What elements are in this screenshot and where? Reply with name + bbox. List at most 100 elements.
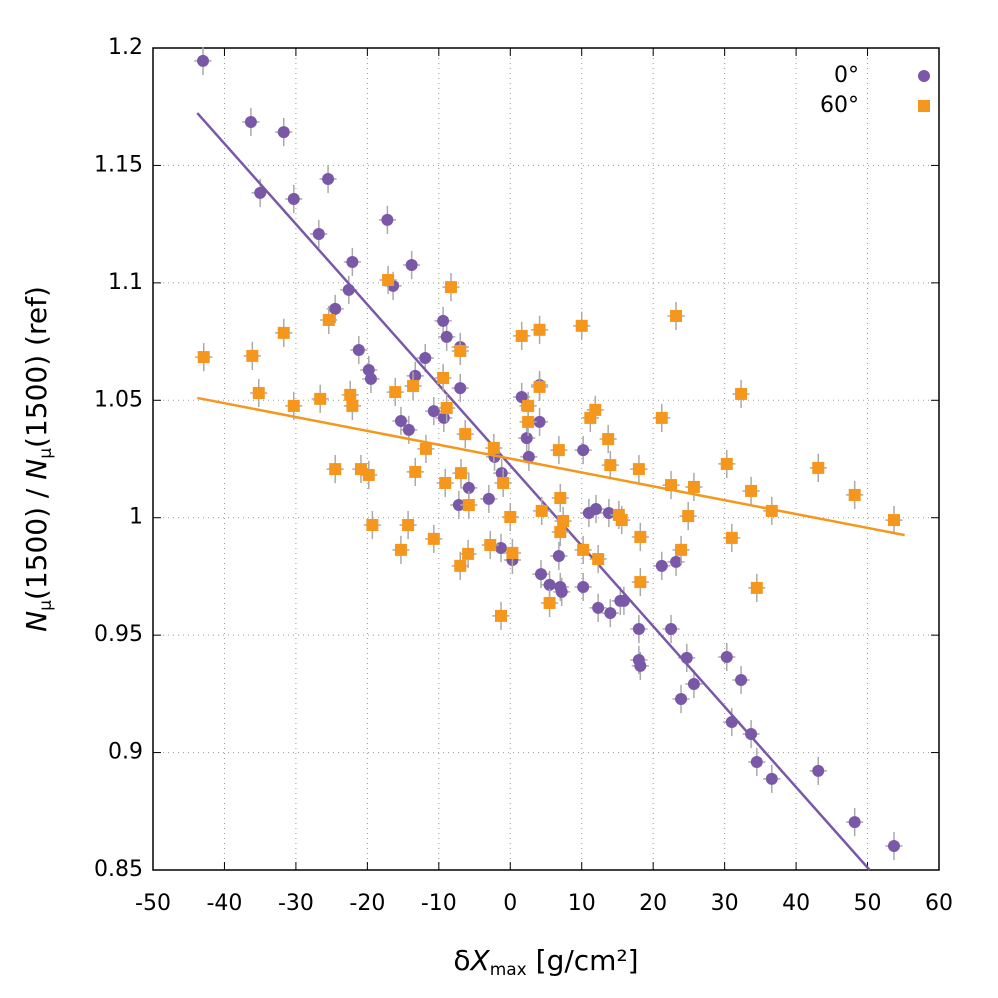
- point: [452, 499, 465, 512]
- point: [735, 674, 748, 687]
- point: [745, 728, 758, 741]
- point: [602, 433, 615, 446]
- y-tick-label: 0.95: [94, 622, 143, 647]
- point: [765, 772, 778, 785]
- y-tick-label: 1.1: [108, 270, 143, 295]
- point: [494, 609, 507, 622]
- point: [322, 313, 335, 326]
- y-tick-label: 1: [129, 505, 143, 530]
- y-tick-label: 1.2: [108, 35, 143, 60]
- point: [575, 319, 588, 332]
- y-label-part: N: [20, 459, 53, 480]
- point: [439, 476, 452, 489]
- point: [557, 515, 570, 528]
- point: [604, 607, 617, 620]
- point: [522, 415, 535, 428]
- point: [735, 387, 748, 400]
- point: [277, 126, 290, 139]
- point: [592, 553, 605, 566]
- y-tick-label: 1.05: [94, 387, 143, 412]
- point: [602, 507, 615, 520]
- point: [437, 371, 450, 384]
- point: [670, 555, 683, 568]
- point: [462, 499, 475, 512]
- point: [381, 213, 394, 226]
- point: [533, 380, 546, 393]
- point: [427, 532, 440, 545]
- point: [632, 623, 645, 636]
- point: [577, 580, 590, 593]
- point: [197, 54, 210, 67]
- point: [409, 369, 422, 382]
- x-tick-label: 50: [854, 891, 882, 916]
- point: [462, 547, 475, 560]
- point: [515, 329, 528, 342]
- point: [634, 530, 647, 543]
- point: [590, 503, 603, 516]
- y-label-part: N: [20, 611, 53, 632]
- point: [577, 543, 590, 556]
- point: [812, 764, 825, 777]
- legend-label: 0°: [834, 63, 859, 88]
- x-tick-label: -40: [206, 891, 242, 916]
- point: [382, 274, 395, 287]
- point: [812, 461, 825, 474]
- x-tick-label: 60: [925, 891, 953, 916]
- point: [632, 463, 645, 476]
- point: [543, 596, 556, 609]
- point: [454, 344, 467, 357]
- point: [402, 518, 415, 531]
- point: [655, 559, 668, 572]
- point: [848, 488, 861, 501]
- point: [535, 504, 548, 517]
- point: [329, 302, 342, 315]
- point: [504, 511, 517, 524]
- point: [277, 326, 290, 339]
- point: [314, 392, 327, 405]
- point: [352, 344, 365, 357]
- point: [322, 173, 335, 186]
- point: [687, 677, 700, 690]
- legend-marker: [918, 70, 930, 82]
- x-label-part: δ: [453, 944, 470, 977]
- point: [487, 441, 500, 454]
- point: [554, 491, 567, 504]
- y-tick-label: 0.9: [108, 740, 143, 765]
- point: [437, 314, 450, 327]
- point: [394, 414, 407, 427]
- point: [655, 411, 668, 424]
- point: [552, 444, 565, 457]
- point: [409, 465, 422, 478]
- point: [634, 659, 647, 672]
- point: [745, 484, 758, 497]
- point: [394, 543, 407, 556]
- point: [720, 650, 733, 663]
- point: [329, 463, 342, 476]
- point: [312, 228, 325, 241]
- point: [454, 559, 467, 572]
- point: [522, 399, 535, 412]
- point: [287, 399, 300, 412]
- point: [362, 468, 375, 481]
- point: [604, 459, 617, 472]
- point: [244, 115, 257, 128]
- point: [462, 481, 475, 494]
- point: [405, 259, 418, 272]
- point: [440, 402, 453, 415]
- y-tick-label: 1.15: [94, 152, 143, 177]
- y-label-part: (1500) (ref): [20, 286, 53, 448]
- point: [459, 428, 472, 441]
- point: [419, 352, 432, 365]
- point: [346, 399, 359, 412]
- point: [615, 514, 628, 527]
- x-tick-label: -10: [421, 891, 457, 916]
- point: [497, 476, 510, 489]
- point: [543, 578, 556, 591]
- point: [887, 840, 900, 853]
- point: [533, 415, 546, 428]
- point: [364, 372, 377, 385]
- point: [484, 538, 497, 551]
- x-tick-label: 0: [503, 891, 517, 916]
- point: [592, 601, 605, 614]
- point: [670, 309, 683, 322]
